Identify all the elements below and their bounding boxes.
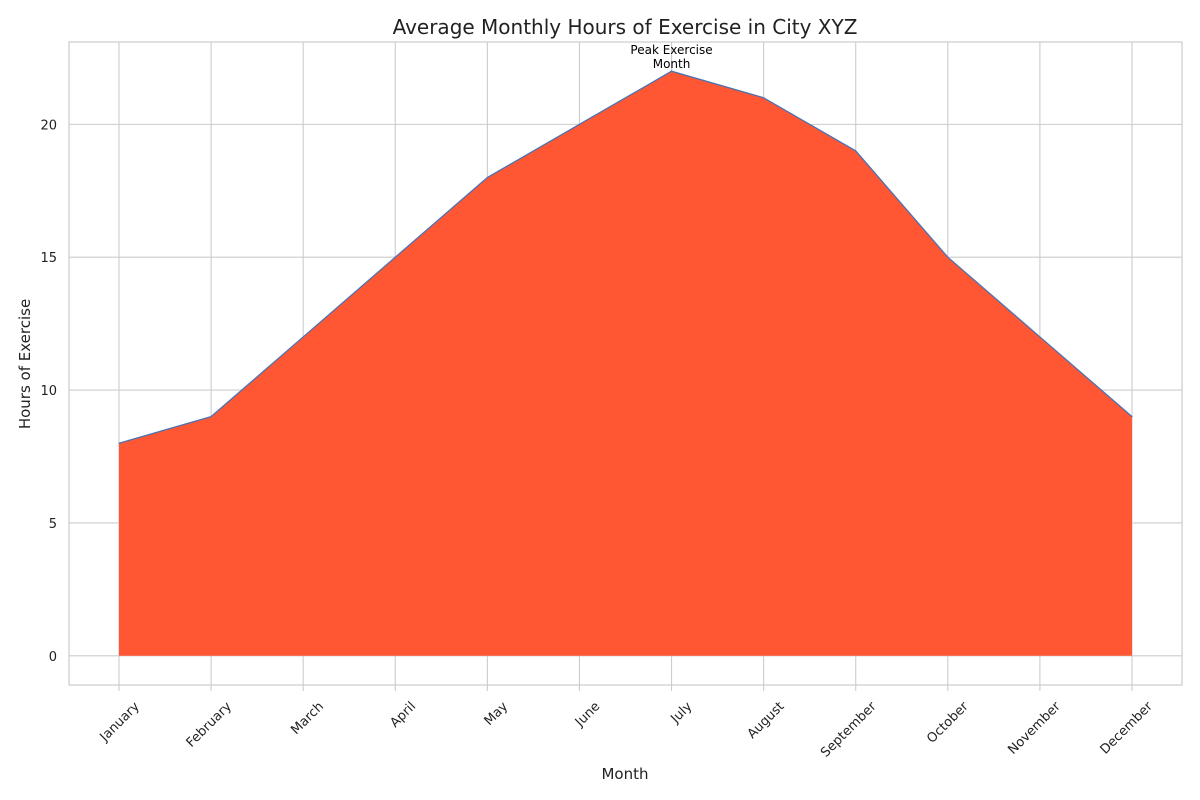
x-tick-label: June (572, 699, 603, 730)
data-point (486, 176, 488, 179)
x-tick-label: September (818, 699, 880, 761)
annotation-line-1: Peak Exercise (630, 43, 712, 57)
data-point (670, 70, 673, 72)
x-tick-label: November (1005, 699, 1064, 758)
x-tick-label: February (184, 699, 236, 751)
data-point (1131, 416, 1133, 418)
y-tick-label: 0 (49, 650, 57, 665)
x-tick-label: January (97, 699, 143, 745)
area-series (118, 70, 1133, 656)
data-point (1039, 336, 1041, 338)
x-axis-ticks: January February March April May June July Augu… (97, 685, 1157, 761)
y-tick-label: 10 (40, 384, 57, 399)
x-tick-label: October (924, 699, 972, 747)
x-axis-label: Month (601, 765, 648, 783)
peak-annotation: Peak Exercise Month (630, 43, 712, 71)
data-point (855, 150, 857, 152)
y-axis-ticks: 0 5 10 15 20 (40, 118, 57, 664)
x-tick-label: April (387, 699, 419, 731)
plot-frame (68, 41, 1183, 686)
y-tick-label: 20 (40, 118, 57, 133)
series-line (118, 70, 1133, 444)
annotation-line-2: Month (653, 57, 691, 71)
x-tick-label: August (745, 699, 788, 742)
y-axis-label: Hours of Exercise (16, 299, 34, 429)
data-point (118, 442, 120, 444)
y-tick-label: 5 (49, 517, 57, 532)
data-point (947, 256, 949, 258)
data-point (302, 336, 304, 338)
chart-title: Average Monthly Hours of Exercise in Cit… (393, 15, 858, 39)
data-point (578, 123, 581, 125)
x-tick-label: December (1098, 699, 1157, 758)
x-tick-label: March (288, 699, 327, 738)
data-point (394, 256, 396, 258)
data-point (210, 416, 212, 418)
y-tick-label: 15 (40, 251, 57, 266)
x-tick-label: May (482, 699, 512, 729)
x-tick-label: July (668, 699, 696, 727)
data-point (763, 97, 765, 99)
area-fill (119, 71, 1132, 656)
